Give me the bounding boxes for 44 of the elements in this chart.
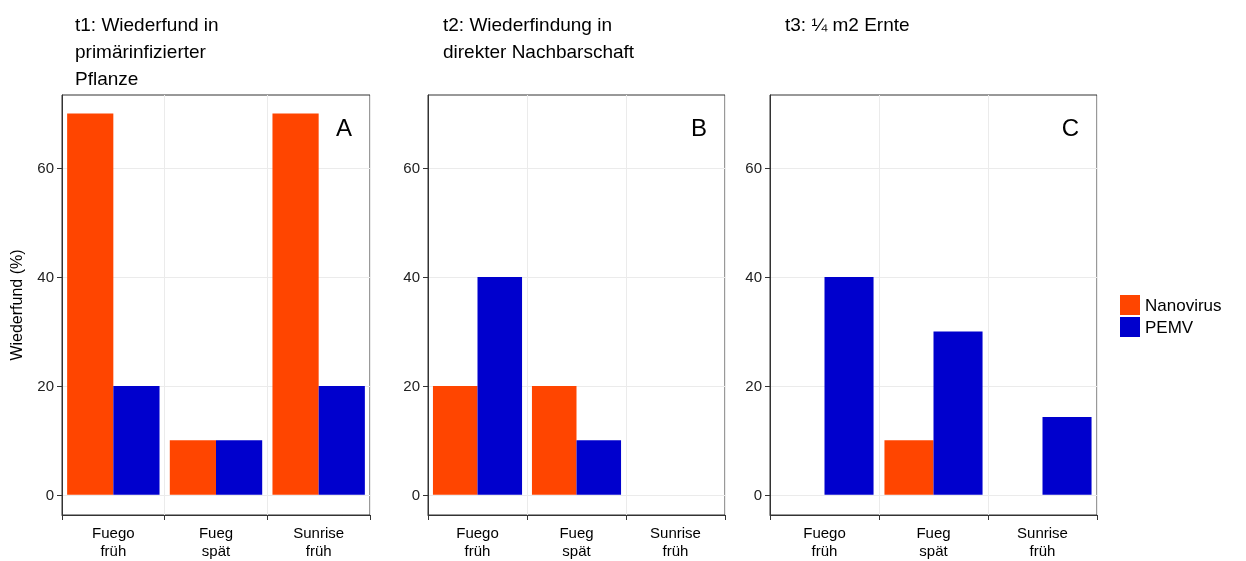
bar	[216, 440, 263, 495]
bar	[884, 440, 934, 495]
bar	[531, 385, 577, 495]
x-tick-label: Sunrise früh	[1017, 523, 1068, 559]
annotation: C	[1061, 113, 1080, 141]
y-tick-label: 40	[403, 268, 420, 286]
bar	[113, 385, 160, 495]
x-tick-label: Fuego früh	[803, 523, 846, 559]
chart-title: t3: ¼ m2 Ernte	[785, 14, 910, 35]
bar	[933, 331, 983, 495]
annotation: A	[335, 113, 353, 141]
bar	[1042, 416, 1092, 495]
y-tick-label: 40	[745, 268, 762, 286]
y-tick-label: 60	[745, 159, 762, 177]
bar	[318, 385, 365, 495]
legend-label: Nanovirus	[1145, 295, 1222, 315]
legend-label: PEMV	[1145, 317, 1194, 337]
y-tick-label: 60	[403, 159, 420, 177]
y-tick-label: 20	[403, 377, 420, 395]
x-tick-label: Sunrise früh	[650, 523, 701, 559]
bar	[477, 276, 523, 495]
chart-title: t2: Wiederfindung in direkter Nachbarschaft	[443, 14, 635, 62]
bar	[432, 385, 478, 495]
bar	[824, 276, 874, 495]
bar	[576, 440, 622, 495]
chart-title: t1: Wiederfund in primärinfizierter Pflanze	[75, 14, 224, 89]
x-tick-label: Fueg spät	[198, 523, 234, 559]
y-axis-title: Wiederfund (%)	[7, 249, 25, 361]
y-tick-label: 60	[37, 159, 54, 177]
y-tick-label: 0	[45, 486, 54, 504]
y-tick-label: 40	[37, 268, 54, 286]
x-tick-label: Fueg spät	[559, 523, 594, 559]
y-tick-label: 0	[411, 486, 420, 504]
x-tick-label: Fueg spät	[916, 523, 951, 559]
y-tick-label: 0	[753, 486, 762, 504]
bar	[67, 113, 114, 495]
y-tick-label: 20	[745, 377, 762, 395]
bar	[169, 440, 216, 495]
x-tick-label: Sunrise früh	[293, 523, 345, 559]
x-tick-label: Fuego früh	[456, 523, 499, 559]
y-tick-label: 20	[37, 377, 54, 395]
annotation: B	[690, 113, 708, 141]
x-tick-label: Fuego früh	[92, 523, 135, 559]
bar	[272, 113, 319, 495]
